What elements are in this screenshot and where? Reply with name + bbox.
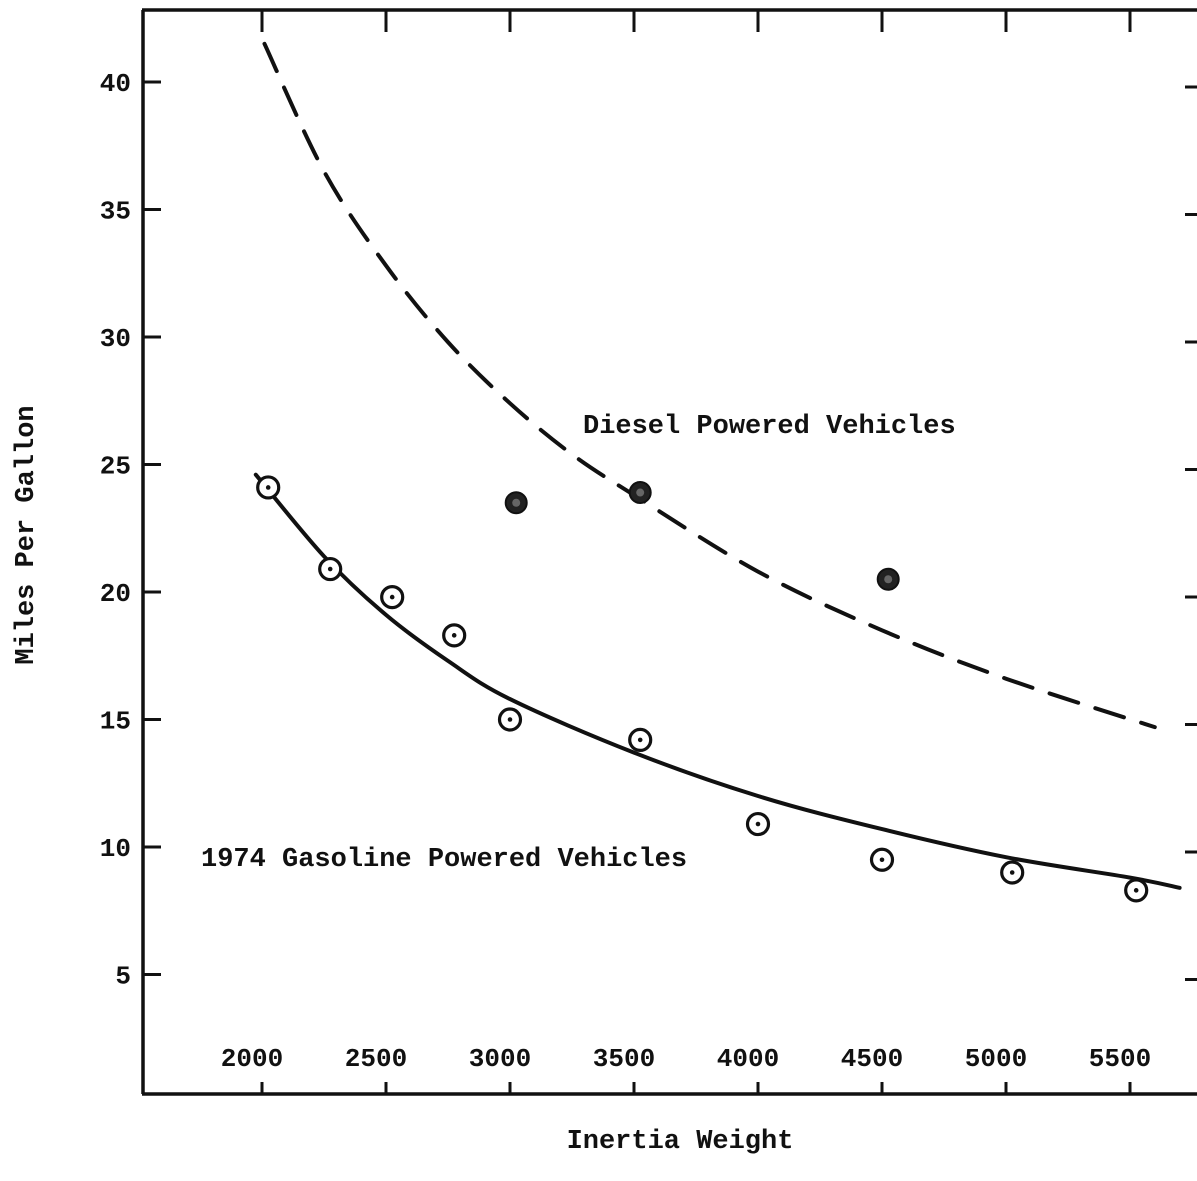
gasoline-point-8	[1002, 862, 1023, 883]
x-tick-label-1: 2500	[345, 1044, 407, 1074]
open-marker-dot	[1134, 888, 1139, 893]
gasoline-point-1	[320, 559, 341, 580]
diesel-point-2	[878, 569, 899, 590]
filled-marker-core	[636, 489, 644, 497]
open-marker-dot	[508, 717, 513, 722]
gasoline-point-9	[1126, 880, 1147, 901]
gasoline-point-2	[382, 587, 403, 608]
y-tick-label-0: 5	[115, 962, 131, 992]
open-marker-dot	[390, 595, 395, 600]
annotation-gasoline: 1974 Gasoline Powered Vehicles	[201, 845, 687, 875]
open-marker-dot	[452, 633, 457, 638]
gasoline-point-4	[500, 709, 521, 730]
y-tick-label-2: 15	[100, 707, 131, 737]
filled-marker-core	[884, 575, 892, 583]
y-tick-label-1: 10	[100, 834, 131, 864]
gasoline-point-0	[258, 477, 279, 498]
y-tick-label-4: 25	[100, 452, 131, 482]
x-tick-label-7: 5500	[1089, 1044, 1151, 1074]
open-marker-dot	[266, 485, 271, 490]
gasoline-point-5	[630, 729, 651, 750]
gasoline-fit-curve	[256, 475, 1180, 888]
x-tick-label-6: 5000	[965, 1044, 1027, 1074]
gasoline-point-6	[748, 814, 769, 835]
x-tick-label-4: 4000	[717, 1044, 779, 1074]
y-tick-label-5: 30	[100, 324, 131, 354]
fit-curves	[256, 44, 1180, 888]
diesel-point-1	[630, 482, 651, 503]
open-marker-dot	[638, 738, 643, 743]
x-axis-title: Inertia Weight	[567, 1127, 794, 1157]
filled-marker-core	[512, 499, 520, 507]
open-marker-dot	[328, 567, 333, 572]
diesel-point-0	[506, 492, 527, 513]
x-tick-label-0: 2000	[221, 1044, 283, 1074]
y-axis-title: Miles Per Gallon	[12, 405, 42, 664]
open-marker-dot	[1010, 870, 1015, 875]
y-tick-label-3: 20	[100, 579, 131, 609]
x-tick-label-5: 4500	[841, 1044, 903, 1074]
x-tick-label-2: 3000	[469, 1044, 531, 1074]
open-marker-dot	[880, 857, 885, 862]
gasoline-point-7	[872, 849, 893, 870]
gasoline-point-3	[444, 625, 465, 646]
annotation-diesel: Diesel Powered Vehicles	[583, 412, 956, 442]
x-tick-label-3: 3500	[593, 1044, 655, 1074]
plot-axes: 2000 2500 3000 3500 4000 4500 5000 5500 5 10 15 20 2…	[100, 10, 1197, 1094]
y-tick-label-6: 35	[100, 197, 131, 227]
open-marker-dot	[756, 822, 761, 827]
y-tick-label-7: 40	[100, 69, 131, 99]
